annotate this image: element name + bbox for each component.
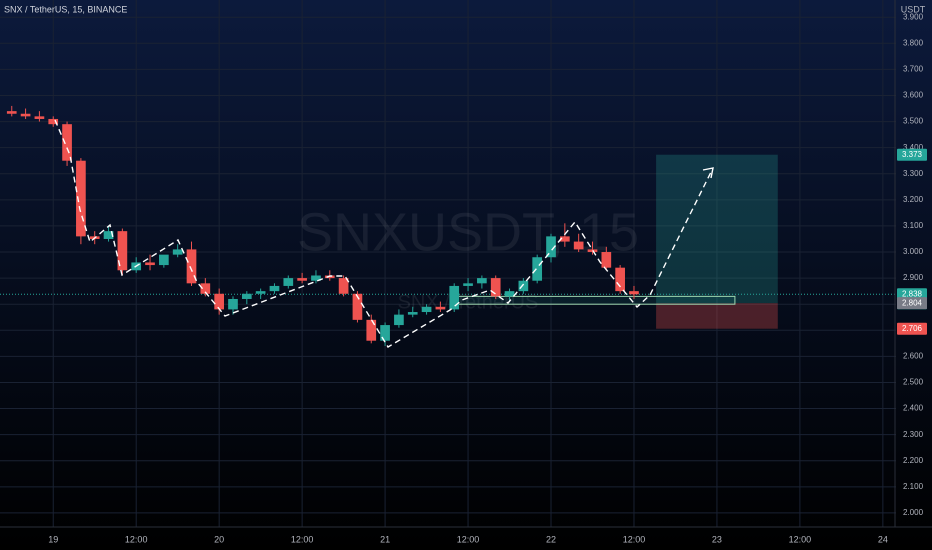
x-tick-label: 21	[380, 534, 390, 544]
y-tick-label: 3.700	[903, 65, 924, 74]
y-tick-label: 3.500	[903, 117, 924, 126]
candle-body	[214, 293, 224, 310]
x-tick-label: 22	[546, 534, 556, 544]
x-tick-label: 12:00	[125, 534, 148, 544]
x-tick-label: 12:00	[457, 534, 480, 544]
entry-label-box	[897, 297, 927, 310]
x-tick-label: 19	[48, 534, 58, 544]
y-tick-label: 3.600	[903, 91, 924, 100]
candle-body	[186, 249, 197, 284]
candle-body	[62, 124, 72, 161]
candle-body	[311, 275, 321, 281]
candle-body	[117, 231, 128, 271]
y-tick-label: 2.400	[903, 404, 924, 413]
candle-body	[463, 283, 473, 286]
target-label-box	[897, 148, 927, 161]
y-tick-label: 3.900	[903, 12, 924, 21]
candle-body	[629, 291, 639, 295]
candle-body	[172, 249, 183, 255]
y-tick-label: 3.200	[903, 195, 924, 204]
support-zone	[454, 295, 736, 305]
candle-body	[615, 267, 625, 292]
candle-body	[546, 236, 556, 258]
candle-body	[490, 278, 501, 297]
candle-body	[394, 314, 404, 326]
candle-body	[380, 325, 390, 341]
candle-body	[228, 298, 238, 310]
y-tick-label: 2.000	[903, 508, 924, 517]
currency-label: USDT	[901, 4, 926, 14]
x-tick-label: 12:00	[789, 534, 812, 544]
y-tick-label: 3.300	[903, 169, 924, 178]
candle-body	[421, 306, 432, 313]
candle-body	[200, 283, 211, 294]
stop-label-box	[897, 322, 927, 335]
candle-body	[145, 262, 155, 266]
candle-body	[366, 319, 377, 341]
candle-body	[338, 278, 349, 294]
x-tick-label: 12:00	[623, 534, 646, 544]
candle-body	[283, 278, 294, 286]
y-tick-label: 2.200	[903, 456, 924, 465]
target-area	[656, 154, 778, 304]
stop-area	[656, 303, 778, 329]
y-tick-label: 3.000	[903, 247, 924, 256]
candle-body	[407, 312, 418, 315]
candle-body	[435, 306, 446, 310]
candle-body	[103, 231, 114, 239]
candle-body	[601, 252, 612, 268]
x-tick-label: 24	[878, 534, 888, 544]
y-tick-label: 2.100	[903, 482, 924, 491]
last-price-label: 2.838	[902, 289, 923, 298]
entry-label: 2.804	[902, 298, 923, 307]
candle-body	[573, 241, 584, 250]
y-tick-label: 2.500	[903, 378, 924, 387]
candle-body	[159, 254, 169, 266]
y-tick-label: 2.900	[903, 273, 924, 282]
x-tick-label: 23	[712, 534, 722, 544]
candle-body	[269, 285, 280, 292]
target-label: 3.373	[902, 150, 923, 159]
x-tick-label: 12:00	[291, 534, 314, 544]
candle-body	[449, 285, 460, 310]
y-tick-label: 2.600	[903, 351, 924, 360]
chart-title: SNX / TetherUS, 15, BINANCE	[4, 4, 127, 14]
candle-body	[477, 278, 487, 284]
y-tick-label: 2.300	[903, 430, 924, 439]
candle-body	[518, 280, 529, 292]
candle-body	[6, 111, 17, 114]
candle-body	[504, 291, 515, 297]
candle-body	[20, 113, 31, 117]
candle-body	[532, 257, 543, 281]
candle-body	[352, 293, 363, 320]
candle-body	[76, 160, 86, 237]
candle-body	[48, 118, 59, 125]
candle-body	[560, 236, 570, 242]
stop-label: 2.706	[902, 324, 923, 333]
y-tick-label: 3.400	[903, 143, 924, 152]
y-tick-label: 3.100	[903, 221, 924, 230]
candle-body	[241, 293, 252, 299]
x-tick-label: 20	[214, 534, 224, 544]
candle-body	[297, 278, 307, 281]
arrow-head	[702, 167, 714, 179]
candle-body	[255, 291, 266, 294]
candle-body	[34, 116, 45, 119]
y-tick-label: 3.800	[903, 38, 924, 47]
watermark: SNXUSDT, 15	[297, 202, 639, 262]
